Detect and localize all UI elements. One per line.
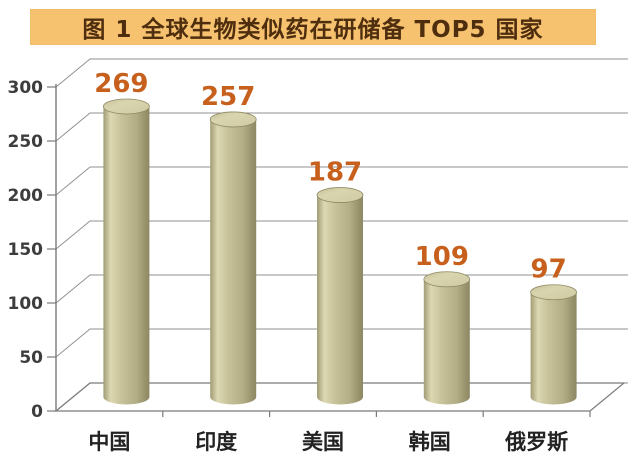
y-tick-label: 0 [31,402,43,422]
category-label: 美国 [302,430,344,454]
category-label: 俄罗斯 [504,430,568,454]
cylinder-side [103,106,150,397]
cylinder-bottom [530,389,577,405]
bars-layer [103,98,577,405]
cylinder-top [530,284,577,301]
chart-title: 图 1 全球生物类似药在研储备 TOP5 国家 [82,17,544,43]
grid-depth-line [55,166,91,196]
bar-cylinder [316,187,364,405]
value-label: 257 [201,82,255,112]
cylinder-top [103,98,150,115]
y-tick-label: 200 [8,186,44,206]
bar-cylinder [103,98,150,405]
cylinder-bottom [210,389,257,405]
cylinder-side [530,292,577,397]
grid-depth-line [55,328,91,358]
axis-layer [47,84,591,417]
floor-layer [54,382,626,412]
floor-plane [54,382,626,412]
cylinder-side [423,279,470,397]
value-label: 97 [531,255,567,285]
y-tick-label: 300 [8,78,44,98]
cylinder-top [209,111,257,128]
value-label: 109 [415,242,469,272]
labels-layer: 0 50 100 150 200 250 300 269 中国 257 印度 187 美国 109 韩国 97… [8,69,569,454]
category-label: 中国 [88,430,130,454]
value-label: 269 [94,69,148,99]
category-label: 印度 [195,430,237,454]
cylinder-side [317,195,363,397]
cylinder-side [210,119,257,397]
bar-cylinder [530,284,577,405]
bar-cylinder [209,111,257,405]
category-label: 韩国 [409,430,451,454]
grid-depth-line [55,112,91,142]
y-tick-label: 150 [8,240,44,260]
bar-cylinder [423,271,471,405]
y-tick-label: 100 [8,294,44,314]
grid-depth-line [55,274,91,304]
cylinder-bottom [423,389,470,405]
cylinder-bottom [103,389,150,405]
y-tick-label: 50 [19,348,43,368]
cylinder-bottom [317,389,363,405]
cylinder-top [316,187,364,203]
grid-depth-line [55,220,91,250]
chart-title-banner: 图 1 全球生物类似药在研储备 TOP5 国家 [30,9,596,45]
grid-depth-line [55,58,91,88]
value-label: 187 [308,158,362,188]
y-tick-label: 250 [8,132,44,152]
cylinder-top [423,271,471,288]
